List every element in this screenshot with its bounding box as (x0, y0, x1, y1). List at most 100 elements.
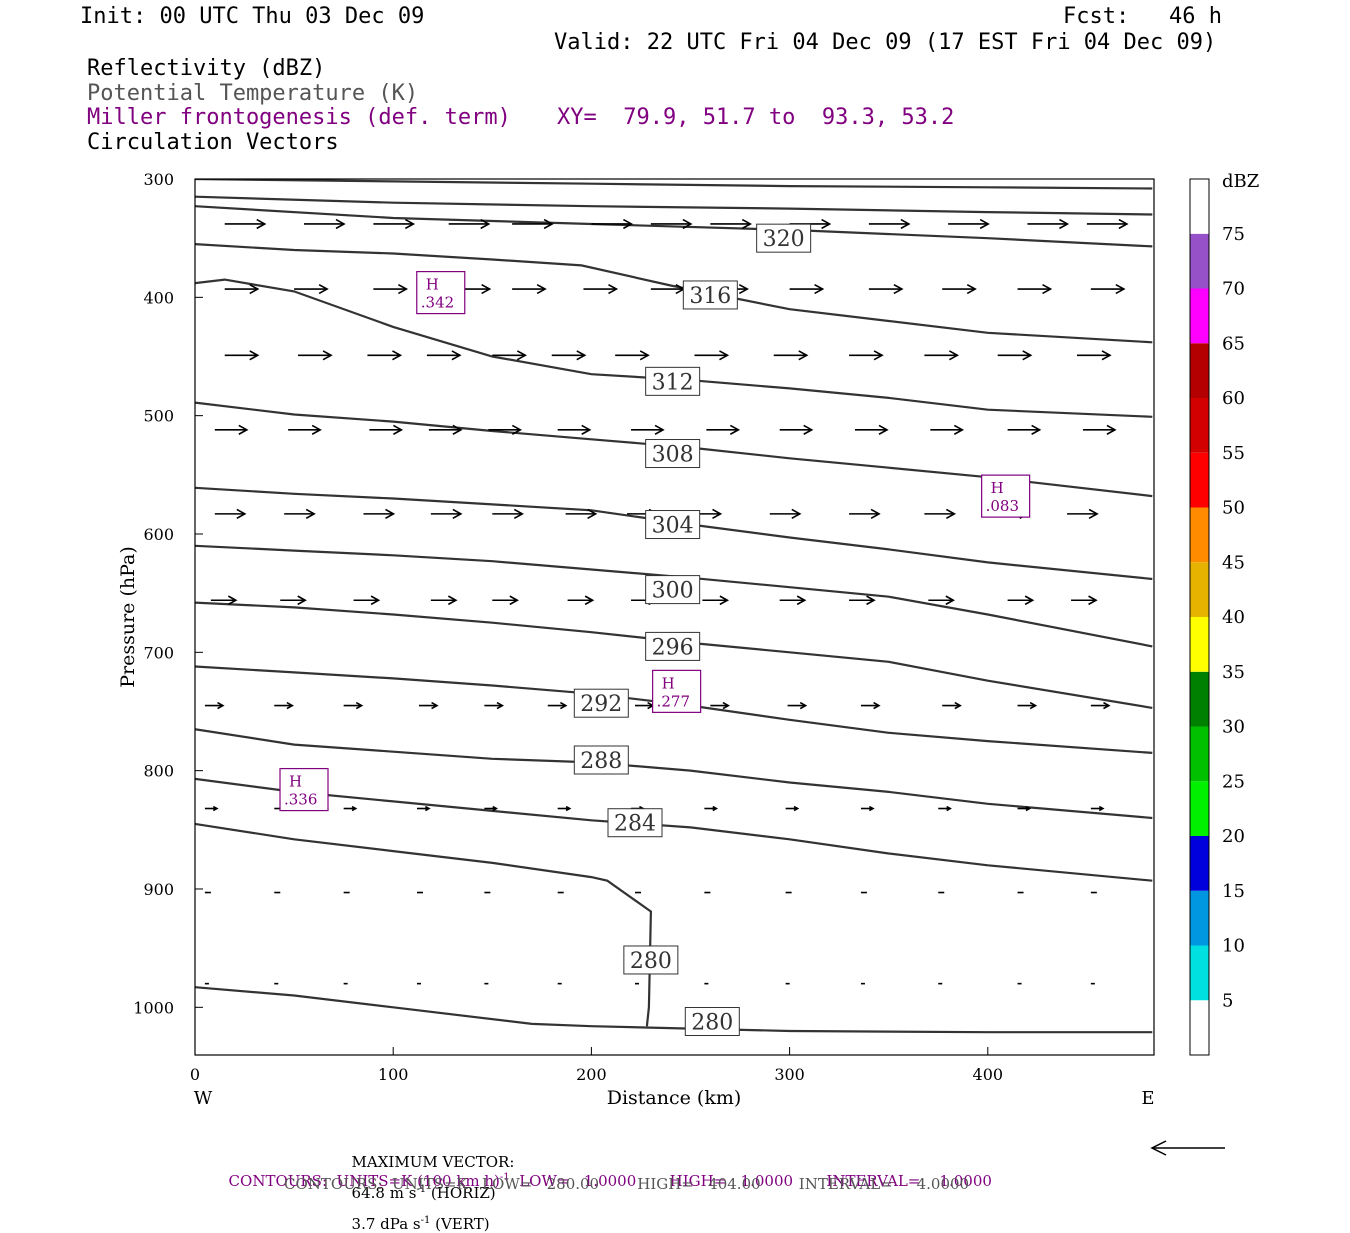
y-tick-label: 300 (143, 170, 174, 189)
colorbar-segment (1190, 1000, 1209, 1055)
field-potential-temperature: Potential Temperature (K) (87, 81, 419, 106)
horiz-suffix: (HORIZ) (426, 1184, 496, 1202)
colorbar-label: 45 (1222, 552, 1245, 573)
colorbar-label: 75 (1222, 224, 1245, 245)
colorbar-segment (1190, 288, 1209, 344)
colorbar-segment (1190, 781, 1209, 836)
contour-label-box (645, 575, 701, 605)
vector-arrowhead (212, 805, 219, 812)
high-marker-letter: H (426, 276, 439, 294)
vector-arrowhead (954, 701, 962, 710)
y-axis-title: Pressure (hPa) (117, 546, 139, 688)
contour-label-box (645, 366, 701, 396)
vector-arrowhead (729, 424, 741, 435)
colorbar-segment (1190, 398, 1209, 453)
purple-contours-b: LOW= 1.0000 HIGH= 1.0000 INTERVAL= 1.000… (509, 1172, 992, 1190)
purple-contours-a: CONTOURS: UNITS=K (100 km h) (228, 1172, 500, 1190)
vector-arrowhead (238, 424, 249, 435)
colorbar-segment (1190, 890, 1209, 946)
vector-arrowhead (355, 701, 364, 710)
contour-labels: 280 280 284 288 292 296 300 304 308 312 316 320 (573, 223, 812, 1037)
vector-arrowhead (249, 350, 260, 361)
vector-arrowhead (1059, 218, 1070, 230)
x-tick-label: 100 (378, 1065, 409, 1084)
vector-arrowhead (424, 805, 431, 812)
vector-arrowhead (946, 805, 952, 812)
contour-label-box (684, 1007, 740, 1037)
vector-arrowhead (305, 508, 316, 519)
x-tick-label: 300 (774, 1065, 805, 1084)
colorbar-segment (1190, 562, 1209, 617)
theta-contour-324 (195, 195, 1153, 216)
vector-arrowhead (509, 595, 519, 606)
contour-label-288: 288 (580, 749, 622, 774)
vector-arrowhead (623, 218, 634, 230)
contour-label-box (682, 280, 738, 310)
contour-label-box (623, 945, 679, 975)
colorbar-segment (1190, 617, 1209, 672)
vector-arrowhead (741, 218, 752, 230)
vector-arrowhead (738, 283, 749, 295)
vector-arrowhead (249, 283, 260, 295)
x-tick-label: 200 (576, 1065, 607, 1084)
vector-arrowhead (496, 701, 505, 710)
colorbar-label: 40 (1222, 607, 1245, 628)
vector-arrowhead (878, 424, 889, 435)
vector-arrowhead (451, 350, 462, 361)
vector-arrowhead (868, 805, 875, 812)
valid-time: Valid: 22 UTC Fri 04 Dec 09 (17 EST Fri … (554, 30, 1217, 55)
theta-contour-288 (195, 728, 1153, 820)
theta-contour-296 (195, 601, 1153, 709)
max-vector-label: MAXIMUM VECTOR: (351, 1153, 515, 1171)
vector-arrowhead (322, 350, 333, 361)
vector-arrowhead (393, 424, 404, 435)
vector-arrowhead (1029, 701, 1038, 710)
theta-contours (195, 179, 1153, 1034)
vector-arrowhead (1103, 701, 1111, 710)
cross-section-xy: XY= 79.9, 51.7 to 93.3, 53.2 (557, 105, 955, 130)
colorbar-label: 50 (1222, 498, 1245, 519)
vector-arrowhead (608, 283, 619, 295)
vector-arrowhead (576, 350, 587, 361)
vector-arrowhead (404, 218, 416, 230)
contour-label-box (645, 631, 701, 661)
vector-arrowhead (722, 701, 730, 710)
vert-suffix: (VERT) (430, 1215, 490, 1233)
contour-label-308: 308 (652, 443, 694, 468)
colorbar-segment (1190, 179, 1209, 234)
theta-contour-304 (195, 486, 1153, 581)
colorbar-segment (1190, 233, 1209, 289)
field-reflectivity: Reflectivity (dBZ) (87, 56, 326, 81)
vector-arrowhead (385, 508, 396, 519)
colorbar-frame (1189, 178, 1210, 1056)
colorbar-label: 65 (1222, 333, 1245, 354)
vector-arrowhead (587, 508, 598, 519)
vector-arrowhead (335, 218, 346, 230)
vector-arrowhead (945, 595, 956, 606)
footer-theta-contours: CONTOURS: UNITS=K LOW= 280.00 HIGH= 404.… (284, 1175, 970, 1193)
vector-arrowhead (370, 595, 381, 606)
colorbar-label: 20 (1222, 826, 1245, 847)
vector-arrowhead (873, 701, 881, 710)
vector-arrowhead (866, 595, 876, 606)
vector-arrowhead (712, 805, 719, 812)
vector-arrowhead (318, 283, 329, 295)
footer-frontogenesis-contours: CONTOURS: UNITS=K (100 km h)-1 LOW= 1.00… (219, 1158, 992, 1189)
contour-label-box (573, 745, 629, 775)
vector-arrowhead (536, 283, 547, 295)
contour-label-296: 296 (652, 635, 694, 660)
theta-contour-280 (195, 822, 653, 1027)
high-marker-value: .342 (421, 294, 454, 312)
high-marker-letter: H (662, 674, 675, 692)
vector-arrowhead (480, 218, 491, 230)
y-tick-label: 600 (143, 525, 174, 544)
y-tick-label: 800 (143, 762, 174, 781)
vector-arrowhead (639, 350, 650, 361)
vector-arrowhead (513, 508, 524, 519)
colorbar-segment (1190, 343, 1209, 398)
vector-arrowhead (900, 218, 911, 230)
contour-label-284: 284 (614, 812, 656, 837)
y-tick-label: 400 (143, 288, 174, 307)
